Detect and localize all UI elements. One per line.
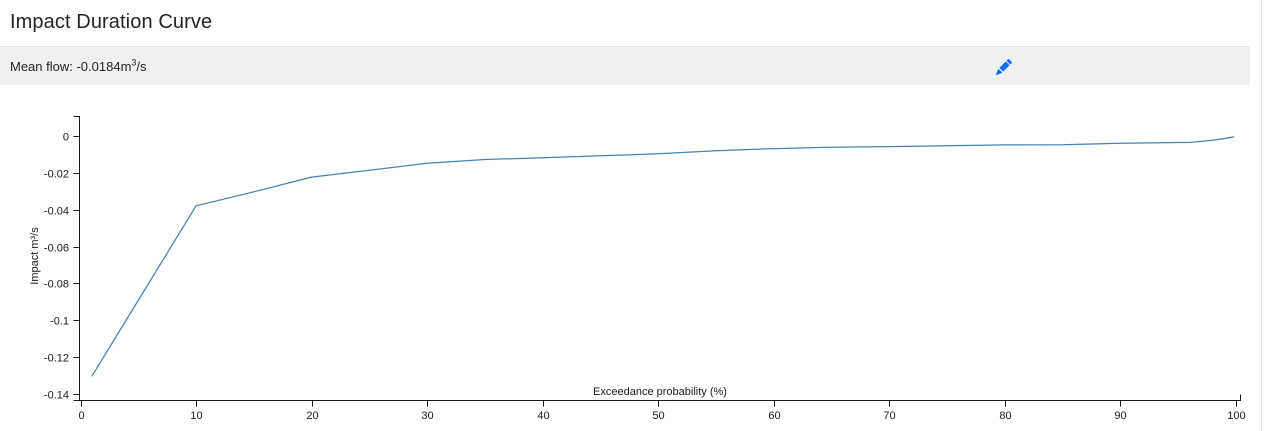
impact-duration-chart-svg: 0 10 20 30 40 50 60 70 80 90 100 0 -0.02 -0.04 -0.06 -0…	[29, 116, 1246, 422]
x-axis-title: Exceedance probability (%)	[593, 386, 727, 398]
x-axis-tick-label: 60	[768, 410, 780, 422]
edit-button[interactable]	[991, 54, 1017, 80]
pencil-icon	[996, 59, 1012, 75]
mean-flow-superscript: 3	[131, 57, 137, 68]
x-axis-tick-label: 10	[190, 410, 202, 422]
y-axis-title: Impact m³/s	[29, 227, 41, 285]
mean-flow-text: Mean flow: -0.0184m	[10, 58, 132, 74]
vertical-divider	[1261, 0, 1262, 431]
card-header: Impact Duration Curve	[0, 0, 1250, 47]
x-axis-tick-label: 30	[421, 410, 433, 422]
x-axis-tick-label: 70	[883, 410, 895, 422]
x-axis-tick-label: 90	[1114, 410, 1126, 422]
x-axis-tick-label: 40	[537, 410, 549, 422]
mean-flow-label: Mean flow: -0.0184m3/s	[10, 57, 147, 74]
mean-flow-bar: Mean flow: -0.0184m3/s	[0, 47, 1250, 85]
y-axis-tick-label: -0.1	[50, 316, 69, 328]
y-axis-tick-label: -0.12	[44, 353, 69, 365]
y-axis-tick-label: -0.06	[44, 243, 69, 255]
impact-curve-line	[91, 136, 1235, 377]
y-axis-tick-label: 0	[63, 132, 69, 144]
mean-flow-unit-suffix: /s	[136, 58, 147, 74]
x-axis-line	[79, 394, 1241, 401]
x-axis-tick-label: 100	[1227, 410, 1245, 422]
x-axis-tick-label: 0	[78, 410, 84, 422]
y-axis-tick-label: -0.14	[44, 390, 69, 402]
y-axis-line	[73, 116, 80, 401]
chart: 0 10 20 30 40 50 60 70 80 90 100 0 -0.02 -0.04 -0.06 -0…	[0, 100, 1250, 431]
x-axis-tick-label: 80	[999, 410, 1011, 422]
y-axis-tick-label: -0.08	[44, 279, 69, 291]
y-axis-tick-label: -0.04	[44, 206, 69, 218]
x-axis-tick-label: 50	[652, 410, 664, 422]
y-axis-tick-label: -0.02	[44, 169, 69, 181]
x-axis-tick-label: 20	[306, 410, 318, 422]
page-title: Impact Duration Curve	[10, 11, 213, 33]
pencil-icon-path	[996, 59, 1012, 75]
